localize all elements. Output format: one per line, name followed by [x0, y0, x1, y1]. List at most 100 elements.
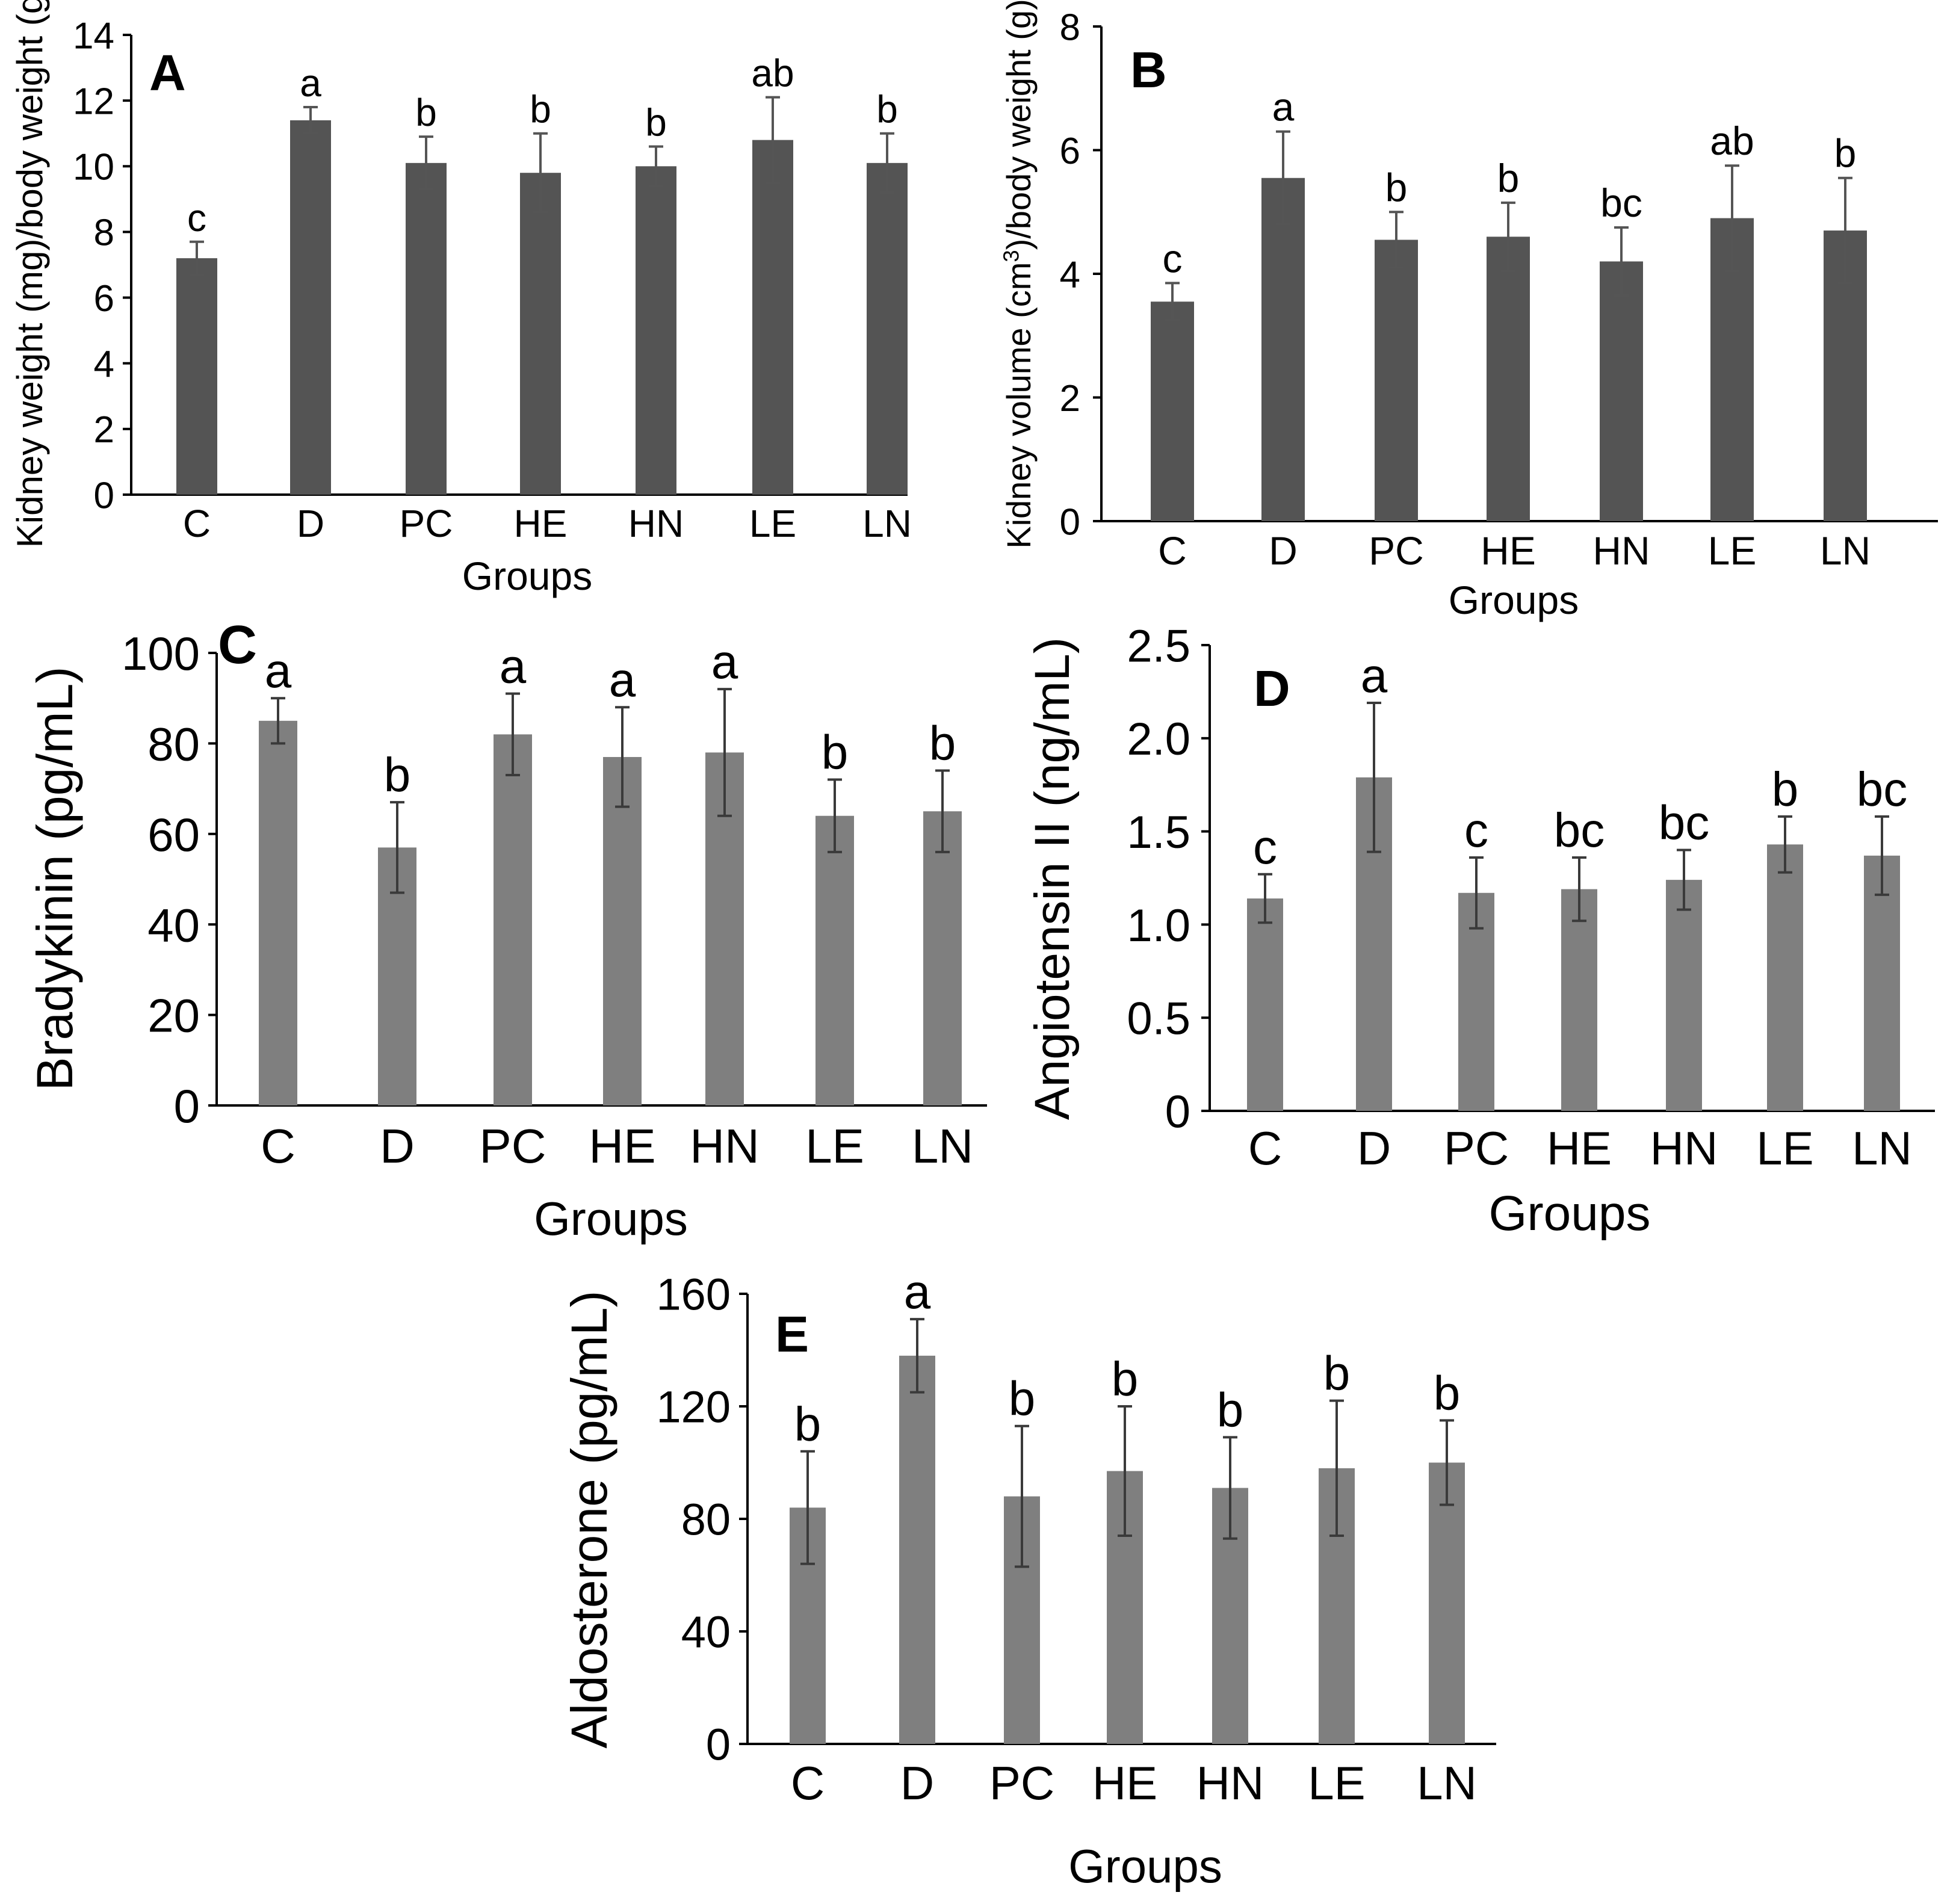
- bar: [636, 166, 676, 495]
- x-tick-label: LE: [805, 1119, 864, 1173]
- x-tick-label: C: [1248, 1122, 1282, 1175]
- significance-letter: c: [1163, 236, 1183, 280]
- y-tick-label: 14: [73, 15, 114, 57]
- y-tick-label: 0: [174, 1080, 200, 1133]
- error-bar: [533, 132, 548, 214]
- error-bar: [910, 1318, 924, 1394]
- y-tick-label: 4: [1060, 254, 1080, 295]
- y-tick-label: 40: [681, 1607, 731, 1657]
- error-bar: [1838, 176, 1852, 285]
- bar: [1600, 261, 1643, 521]
- error-bar: [1367, 701, 1381, 853]
- x-tick-label: HN: [628, 502, 684, 545]
- y-tick-label: 2.5: [1127, 620, 1190, 672]
- bar: [259, 720, 297, 1105]
- x-tick-label: LN: [912, 1119, 973, 1173]
- bar: [1247, 898, 1283, 1111]
- error-bar: [880, 132, 894, 194]
- error-bar: [1469, 856, 1484, 930]
- error-bar: [303, 106, 318, 135]
- bar: [1864, 855, 1900, 1111]
- y-tick-label: 4: [94, 344, 114, 385]
- x-tick-label: D: [380, 1119, 415, 1173]
- error-bar: [1572, 856, 1586, 923]
- x-tick-label: PC: [400, 502, 453, 545]
- error-bar: [1875, 815, 1889, 896]
- x-tick-label: HE: [589, 1119, 655, 1173]
- y-tick-label: 60: [147, 808, 200, 861]
- error-bar: [1725, 164, 1739, 272]
- x-tick-label: LN: [862, 502, 912, 545]
- y-tick-label: 0: [1060, 501, 1080, 543]
- bar: [752, 140, 793, 495]
- y-tick-label: 0: [1165, 1086, 1190, 1137]
- error-bar: [615, 706, 630, 808]
- bar: [1561, 889, 1597, 1111]
- x-tick-label: C: [791, 1757, 825, 1810]
- error-bar: [419, 135, 433, 191]
- y-tick-label: 1.0: [1127, 900, 1190, 951]
- x-tick-label: HN: [1592, 528, 1650, 573]
- bar: [867, 162, 908, 495]
- bar: [899, 1355, 935, 1744]
- panel-label: D: [1254, 660, 1290, 717]
- panel-label: A: [149, 45, 186, 101]
- significance-letter: a: [300, 61, 321, 105]
- significance-letter: b: [1434, 1366, 1461, 1420]
- error-bar: [1329, 1399, 1344, 1538]
- significance-letter: b: [1323, 1347, 1351, 1400]
- y-tick-label: 100: [122, 627, 200, 680]
- significance-letter: c: [187, 196, 206, 240]
- y-tick-label: 1.5: [1127, 807, 1190, 858]
- y-tick-label: 80: [147, 717, 200, 770]
- x-tick-label: PC: [479, 1119, 546, 1173]
- x-axis-title: Groups: [1449, 578, 1579, 622]
- significance-letter: b: [1772, 762, 1799, 816]
- y-axis-title: Kidney volume (cm3)/body weight (g): [998, 0, 1038, 549]
- chart-panel-d: 0 0.5 1.0 1.5 2.0 2.5 c Ca Dc PC bc HE bc HN b LE bc LN Gr…: [1025, 620, 1935, 1241]
- significance-letter: ab: [1710, 119, 1754, 163]
- bar: [176, 258, 217, 495]
- bar: [406, 162, 447, 495]
- significance-letter: b: [822, 726, 849, 779]
- y-tick-label: 2: [1060, 378, 1080, 419]
- significance-letter: bc: [1600, 181, 1642, 225]
- x-tick-label: C: [183, 502, 211, 545]
- significance-letter: bc: [1554, 803, 1605, 857]
- error-bar: [1015, 1424, 1029, 1568]
- significance-letter: b: [1112, 1352, 1139, 1406]
- error-bar: [1276, 130, 1290, 226]
- x-axis-title: Groups: [462, 554, 592, 598]
- bar: [520, 173, 561, 495]
- x-tick-label: D: [1357, 1122, 1391, 1175]
- y-tick-label: 10: [73, 147, 114, 188]
- x-tick-label: HN: [690, 1119, 760, 1173]
- x-tick-label: LN: [1852, 1122, 1912, 1175]
- significance-letter: b: [1834, 131, 1857, 176]
- y-tick-label: 40: [147, 898, 200, 951]
- bar: [603, 756, 642, 1105]
- x-axis-title: Groups: [534, 1192, 688, 1245]
- bar: [1375, 240, 1418, 521]
- bar: [923, 811, 962, 1105]
- y-tick-label: 6: [94, 278, 114, 320]
- error-bar: [717, 688, 732, 817]
- significance-letter: a: [609, 653, 636, 706]
- y-tick-label: 0: [706, 1720, 731, 1770]
- bar: [1487, 236, 1530, 521]
- significance-letter: bc: [1857, 762, 1908, 816]
- error-bar: [1258, 873, 1272, 924]
- significance-letter: b: [384, 748, 411, 802]
- x-tick-label: HE: [1481, 528, 1536, 573]
- error-bar: [766, 96, 780, 184]
- error-bar: [1118, 1405, 1132, 1538]
- x-tick-label: D: [297, 502, 324, 545]
- x-tick-label: HN: [1650, 1122, 1718, 1175]
- x-tick-label: HN: [1196, 1757, 1264, 1810]
- y-axis-title: Bradykinin (pg/mL): [26, 667, 83, 1091]
- significance-letter: b: [645, 101, 667, 144]
- bar: [494, 734, 532, 1105]
- x-tick-label: C: [261, 1119, 296, 1173]
- x-tick-label: PC: [989, 1757, 1054, 1810]
